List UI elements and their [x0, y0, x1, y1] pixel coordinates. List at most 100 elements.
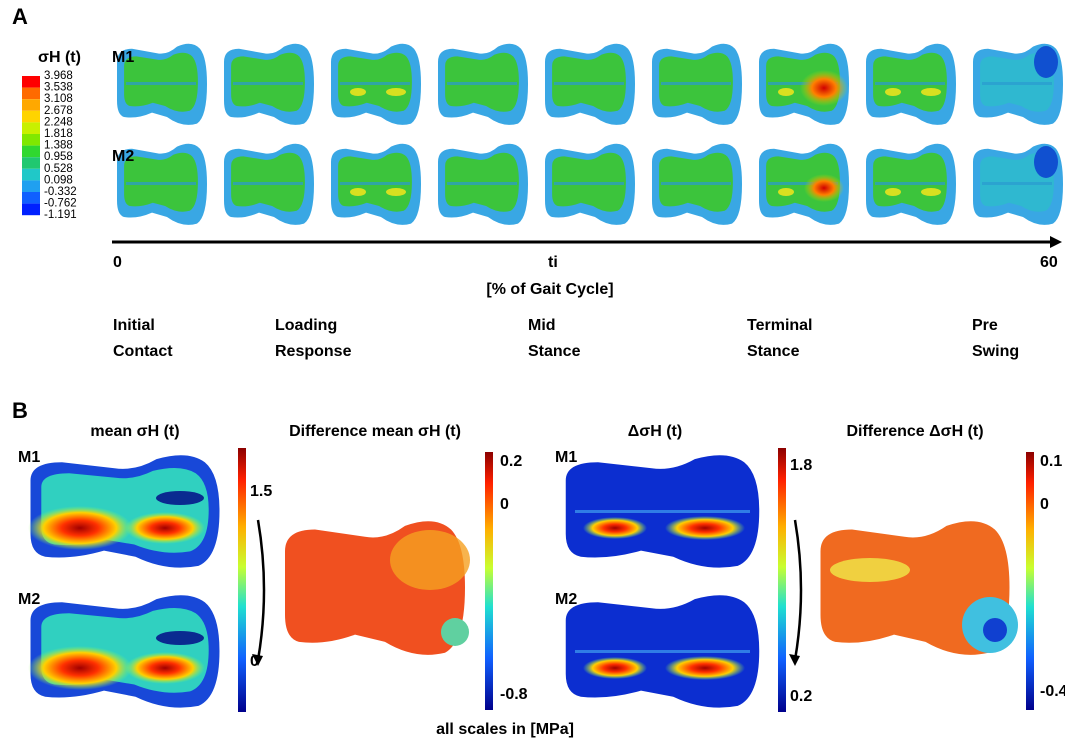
legend-label: -0.762	[44, 198, 77, 210]
legend-swatch	[22, 146, 40, 158]
legend-label: 1.818	[44, 128, 73, 140]
legend-swatch	[22, 122, 40, 134]
contour-line	[126, 182, 196, 185]
figure: A σH (t) 3.9683.5383.1082.6782.2481.8181…	[0, 0, 1065, 740]
legend-label: -1.191	[44, 209, 77, 221]
phase-label: Mid	[528, 317, 556, 334]
row-label: M2	[18, 591, 40, 608]
contour-spot	[665, 656, 745, 680]
legend-swatch	[22, 134, 40, 146]
contour-spot	[390, 530, 470, 590]
legend-label: 0.528	[44, 163, 73, 175]
arrow	[258, 520, 264, 660]
contour-spot	[921, 88, 941, 96]
footer: all scales in [MPa]	[436, 721, 574, 738]
scale-label: 0.2	[500, 453, 522, 470]
axis-label: [% of Gait Cycle]	[486, 281, 613, 298]
arrow	[795, 520, 801, 660]
legend-label: -0.332	[44, 186, 77, 198]
legend-swatch	[22, 180, 40, 192]
contour-line	[982, 182, 1052, 185]
panel-label: B	[12, 398, 28, 423]
contour-spot	[583, 517, 647, 539]
scale-label: 0	[250, 653, 259, 670]
contour-line	[661, 182, 731, 185]
legend-label: 3.538	[44, 82, 73, 94]
phase-label: Terminal	[747, 317, 813, 334]
row-label: M2	[555, 591, 577, 608]
contour-spot	[441, 618, 469, 646]
phase-label: Pre	[972, 317, 998, 334]
contour-spot	[350, 188, 366, 196]
legend-label: 0.098	[44, 174, 73, 186]
scale-label: 1.8	[790, 457, 812, 474]
row-label: M2	[112, 148, 134, 165]
phase-label: Loading	[275, 317, 337, 334]
contour-spot	[800, 70, 848, 106]
contour-spot	[28, 646, 132, 690]
panel-title: Difference mean σH (t)	[289, 423, 461, 440]
contour-spot	[778, 188, 794, 196]
phase-label: Response	[275, 343, 352, 360]
legend-swatch	[22, 192, 40, 204]
panel-label: A	[12, 4, 28, 29]
axis-start: 0	[113, 254, 122, 271]
contour-line	[575, 510, 750, 513]
legend-swatch	[22, 157, 40, 169]
contour-spot	[921, 188, 941, 196]
legend-swatch	[22, 76, 40, 88]
panel-title: mean σH (t)	[90, 423, 179, 440]
legend-swatch	[22, 111, 40, 123]
axis-middle: ti	[548, 254, 558, 271]
scale-label: 0	[1040, 496, 1049, 513]
contour-line	[982, 82, 1052, 85]
contour-spot	[583, 657, 647, 679]
legend-label: 0.958	[44, 151, 73, 163]
contour-line	[340, 182, 410, 185]
legend-swatch	[22, 169, 40, 181]
contour-spot	[778, 88, 794, 96]
contour-line	[447, 182, 517, 185]
contour-spot	[386, 188, 406, 196]
contour-line	[661, 82, 731, 85]
contour-spot	[125, 512, 205, 544]
legend-swatch	[22, 88, 40, 100]
phase-label: Swing	[972, 343, 1019, 360]
contour-spot	[156, 491, 204, 505]
colorbar	[1026, 452, 1034, 710]
contour-line	[340, 82, 410, 85]
scale-label: -0.8	[500, 686, 528, 703]
legend-title: σH (t)	[38, 49, 81, 66]
contour-spot	[386, 88, 406, 96]
legend-label: 2.248	[44, 116, 73, 128]
contour-line	[233, 182, 303, 185]
contour-line	[875, 182, 945, 185]
contour-line	[233, 82, 303, 85]
phase-label: Stance	[528, 343, 581, 360]
row-label: M1	[18, 449, 40, 466]
phase-label: Stance	[747, 343, 800, 360]
contour-spot	[983, 618, 1007, 642]
axis-arrow	[1050, 236, 1062, 248]
contour-spot	[885, 188, 901, 196]
contour-line	[575, 650, 750, 653]
contour-spot	[885, 88, 901, 96]
scale-label: 0	[500, 496, 509, 513]
colorbar	[485, 452, 493, 710]
contour-spot	[28, 506, 132, 550]
colorbar	[778, 448, 786, 712]
contour-spot	[804, 174, 844, 202]
phase-label: Initial	[113, 317, 155, 334]
phase-label: Contact	[113, 343, 173, 360]
contour-line	[554, 182, 624, 185]
legend-label: 1.388	[44, 140, 73, 152]
scale-label: 0.1	[1040, 453, 1062, 470]
legend-swatch	[22, 99, 40, 111]
contour-spot	[1034, 146, 1058, 178]
scale-label: 0.2	[790, 688, 812, 705]
legend-label: 3.968	[44, 70, 73, 82]
contour-line	[554, 82, 624, 85]
contour-spot	[125, 652, 205, 684]
phases: Initial Contact Loading Response Mid Stance Te…	[113, 317, 1019, 360]
contour-line	[447, 82, 517, 85]
